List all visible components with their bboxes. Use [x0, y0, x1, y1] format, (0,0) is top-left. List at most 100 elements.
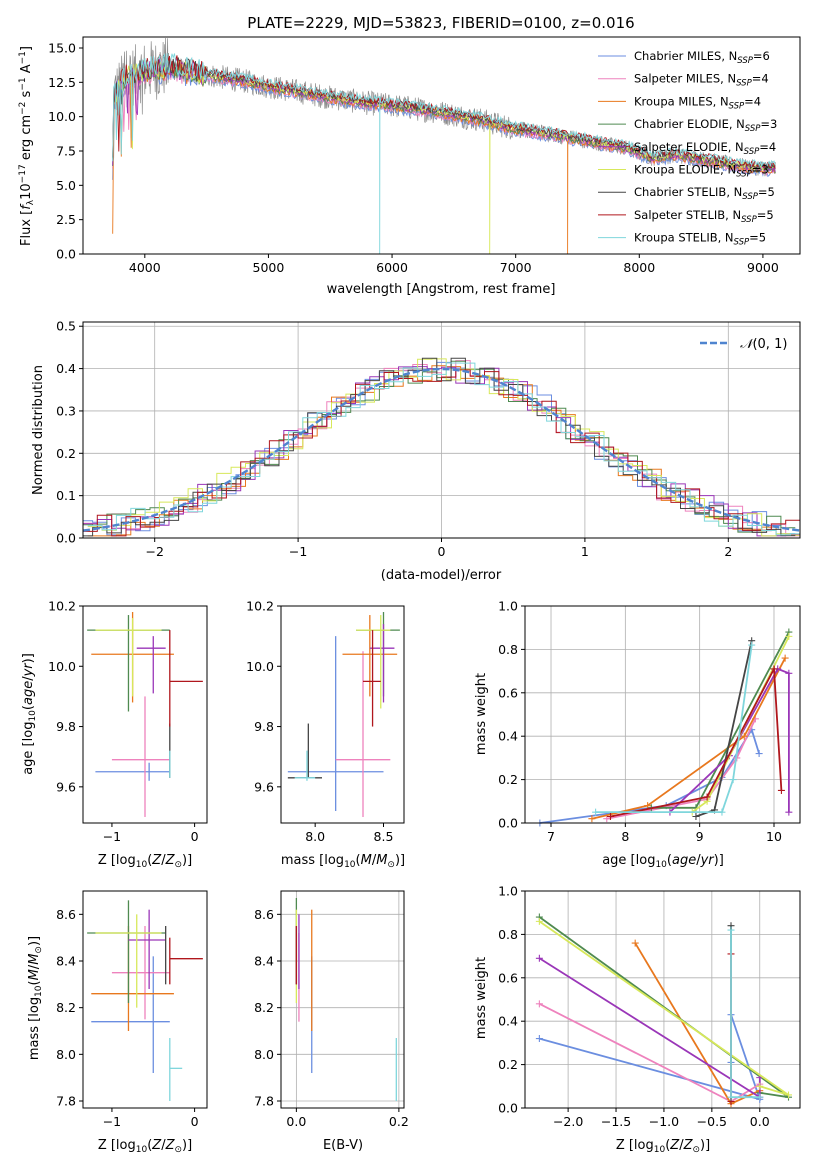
- age-vs-metallicity-plot: −1 0 9.6 9.8 10.0 10.2 Z [log10(Z/Z⊙)] age [l…: [21, 599, 208, 870]
- y-tick-label: 0.0: [498, 816, 518, 831]
- legend-label: Salpeter ELODIE, NSSP=4: [634, 140, 776, 157]
- y-tick-label: 12.5: [48, 75, 76, 90]
- y-tick-label: 0.2: [56, 446, 76, 461]
- age-z-ylabel: age [log10(age/yr)]: [21, 653, 38, 775]
- mass-z-frame: [82, 890, 208, 1109]
- y-tick-label: 8.0: [254, 1047, 274, 1062]
- y-tick-label: 0.6: [498, 970, 518, 985]
- y-tick-label: 9.6: [254, 779, 274, 794]
- legend-label: Kroupa STELIB, NSSP=5: [634, 231, 766, 248]
- residual-histogram: −2 −1 0 1 2 0.0 0.1 0.2 0.3 0.4 0.5 (data-model)/e…: [31, 319, 801, 583]
- y-tick-label: 0.1: [56, 488, 76, 503]
- weight-z-xlabel: Z [log10(Z/Z⊙)]: [616, 1138, 710, 1155]
- series-point: [535, 1035, 543, 1043]
- mass-ebv-xlabel: E(B-V): [323, 1138, 363, 1153]
- weight-age-frame: [524, 605, 801, 824]
- weight-age-xlabel: age [log10(age/yr)]: [602, 853, 724, 870]
- y-tick-label: 8.6: [56, 907, 76, 922]
- spectrum-frame: [82, 36, 801, 255]
- mass-z-ylabel: mass [log10(M/M⊙)]: [27, 936, 44, 1060]
- x-tick-label: 10: [766, 829, 782, 844]
- series-point: [756, 1082, 764, 1090]
- y-tick-label: 8.4: [254, 954, 274, 969]
- y-tick-label: 10.2: [48, 599, 76, 614]
- series-point: [755, 750, 763, 758]
- series-point: [748, 641, 756, 649]
- x-tick-label: 8: [621, 829, 629, 844]
- y-tick-label: 9.6: [56, 779, 76, 794]
- legend-label: Chabrier MILES, NSSP=6: [634, 49, 770, 66]
- legend-label: Chabrier STELIB, NSSP=5: [634, 185, 775, 202]
- y-tick-label: 0.8: [498, 927, 518, 942]
- series-point: [692, 812, 700, 820]
- mass-vs-metallicity-plot: −1 0 7.8 8.0 8.2 8.4 8.6 Z [log10(Z/Z⊙)] mass …: [27, 890, 208, 1155]
- x-tick-label: 8000: [623, 260, 655, 275]
- y-tick-label: 2.5: [56, 212, 76, 227]
- x-tick-label: −2.0: [553, 1114, 583, 1129]
- weight-vs-metallicity-plot: −2.0 −1.5 −1.0 −0.5 0.0 0.0 0.2 0.4 0.6 0.8 1.0 Z …: [474, 884, 801, 1155]
- x-tick-label: −1: [103, 829, 121, 844]
- series-point: [535, 1000, 543, 1008]
- series-point: [785, 669, 793, 677]
- legend-label: Salpeter MILES, NSSP=4: [634, 72, 769, 89]
- histogram-xlabel: (data-model)/error: [381, 568, 502, 583]
- series-point: [756, 1093, 764, 1101]
- x-tick-label: 7000: [500, 260, 532, 275]
- series-point: [770, 665, 778, 673]
- series-point: [740, 732, 748, 740]
- x-tick-label: 0.0: [750, 1114, 770, 1129]
- series-point: [718, 808, 726, 816]
- y-tick-label: 5.0: [56, 178, 76, 193]
- series-point: [644, 802, 652, 810]
- y-tick-label: 10.0: [246, 659, 274, 674]
- y-tick-label: 0.5: [56, 319, 76, 334]
- series-point: [603, 815, 611, 823]
- series-point: [592, 808, 600, 816]
- x-tick-label: 4000: [129, 260, 161, 275]
- age-mass-xlabel: mass [log10(M/M⊙)]: [281, 853, 405, 870]
- x-tick-label: −1.0: [649, 1114, 679, 1129]
- y-tick-label: 1.0: [498, 599, 518, 614]
- x-tick-label: 0: [191, 1114, 199, 1129]
- y-tick-label: 0.2: [498, 1057, 518, 1072]
- series-line: [610, 665, 783, 818]
- y-tick-label: 0.2: [498, 772, 518, 787]
- y-tick-label: 1.0: [498, 884, 518, 899]
- y-tick-label: 8.6: [254, 907, 274, 922]
- series-point: [588, 815, 596, 823]
- age-z-xlabel: Z [log10(Z/Z⊙)]: [98, 853, 192, 870]
- x-tick-label: 0.0: [286, 1114, 306, 1129]
- mass-vs-extinction-plot: 0.0 0.2 7.8 8.0 8.2 8.4 8.6 E(B-V): [254, 890, 409, 1153]
- series-point: [727, 1093, 735, 1101]
- x-tick-label: 9: [696, 829, 704, 844]
- spectrum-legend: Chabrier MILES, NSSP=6 Salpeter MILES, NS…: [598, 49, 777, 248]
- legend-label: Kroupa MILES, NSSP=4: [634, 94, 761, 111]
- x-tick-label: 0: [191, 829, 199, 844]
- gauss-legend-label: 𝒩(0, 1): [740, 337, 787, 352]
- legend-label: Salpeter STELIB, NSSP=5: [634, 208, 774, 225]
- histogram-step: [83, 366, 800, 537]
- y-tick-label: 0.0: [498, 1101, 518, 1116]
- series-point: [535, 917, 543, 925]
- series-line: [595, 644, 753, 813]
- y-tick-label: 15.0: [48, 40, 76, 55]
- x-tick-label: 5000: [253, 260, 285, 275]
- y-tick-label: 10.0: [48, 659, 76, 674]
- spectrum-ylabel: Flux [fλ10−17 erg cm−2 s−1 A−1]: [18, 46, 36, 246]
- y-tick-label: 9.8: [56, 719, 76, 734]
- x-tick-label: 0.2: [389, 1114, 409, 1129]
- series-point: [785, 808, 793, 816]
- weight-z-frame: [524, 890, 801, 1109]
- x-tick-label: 1: [581, 544, 589, 559]
- x-tick-label: 2: [724, 544, 732, 559]
- histogram-legend: 𝒩(0, 1): [700, 337, 787, 352]
- x-tick-label: 9000: [747, 260, 779, 275]
- y-tick-label: 0.6: [498, 685, 518, 700]
- y-tick-label: 8.4: [56, 954, 76, 969]
- x-tick-label: 8.5: [374, 829, 394, 844]
- y-tick-label: 0.4: [498, 1014, 518, 1029]
- y-tick-label: 7.8: [56, 1094, 76, 1109]
- x-tick-label: −1.5: [601, 1114, 631, 1129]
- y-tick-label: 7.8: [254, 1094, 274, 1109]
